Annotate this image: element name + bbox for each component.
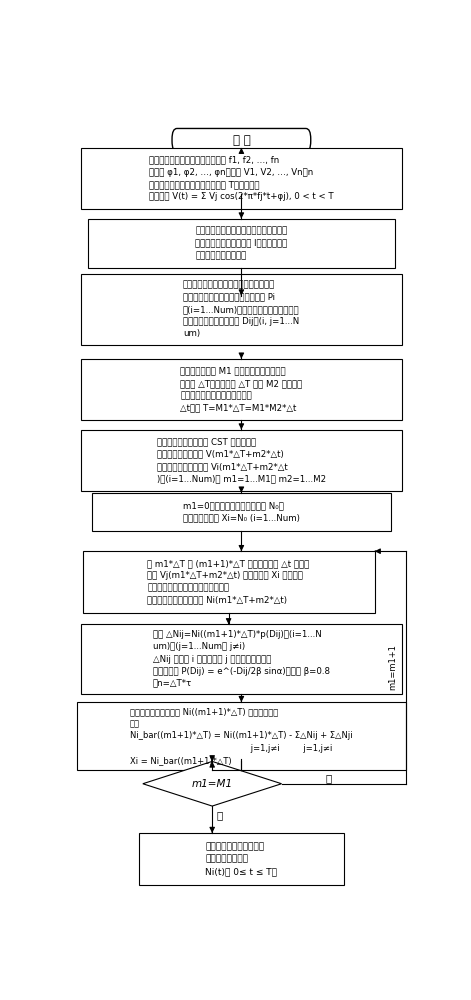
Bar [139, 833, 344, 885]
Text: m1=m1+1: m1=m1+1 [389, 644, 398, 690]
Text: 对每个区域的电子数目 Ni((m1+1)*△T) 进行重新分配
获得
Ni_bar((m1+1)*△T) = Ni((m1+1)*△T) - Σ△Nij + Σ: 对每个区域的电子数目 Ni((m1+1)*△T) 进行重新分配 获得 Ni_ba… [130, 707, 353, 765]
Text: 否: 否 [325, 773, 332, 783]
Bar [81, 430, 402, 491]
Text: m1=0，区域的初始电子数目为 N₀，
仿真初始时刻令 Xi=N₀ (i=1...Num): m1=0，区域的初始电子数目为 N₀， 仿真初始时刻令 Xi=N₀ (i=1..… [183, 501, 300, 523]
Text: 通过通用电磁仿真软件 CST 或解析计算
获得微波部件对应于 V(m1*△T+m2*△t)
时每个区域的平均电压 Vi(m1*△T+m2*△t
)，(i=1..: 通过通用电磁仿真软件 CST 或解析计算 获得微波部件对应于 V(m1*△T+m… [157, 438, 326, 483]
Text: 是: 是 [216, 810, 223, 820]
Text: 在 m1*△T 到 (m1+1)*△T 时间段内，以 △t 为步长
；以 Vj(m1*△T+m2*△t) 为激励，以 Xi 为初始电
子数目，采用二次电子概率统: 在 m1*△T 到 (m1+1)*△T 时间段内，以 △t 为步长 ；以 Vj(… [147, 559, 310, 605]
FancyBboxPatch shape [172, 128, 311, 152]
Bar [92, 493, 391, 531]
Text: 在与外加电场垂直的方向对待分析的微波
部件横截面进行等分，每个区域记为 Pi
，(i=1...Num)，在扩散方向上，任意两个
区域中心之间的距离记为 Dij，: 在与外加电场垂直的方向对待分析的微波 部件横截面进行等分，每个区域记为 Pi ，… [183, 281, 300, 338]
Polygon shape [143, 761, 282, 806]
Bar [81, 148, 402, 209]
Text: 对仿真时间进行 M1 等分，时间长度记为扩
散步长 △T，把每一个 △T 进行 M2 等分，等
分后的时间步长记为累计步长为
△t，即 T=M1*△T=M1*M: 对仿真时间进行 M1 等分，时间长度记为扩 散步长 △T，把每一个 △T 进行 … [180, 367, 302, 412]
Bar [82, 551, 374, 613]
Text: m1=M1: m1=M1 [192, 779, 233, 789]
Bar [88, 219, 395, 268]
Text: 开 始: 开 始 [233, 134, 250, 147]
Bar [81, 274, 402, 345]
Bar [81, 359, 402, 420]
Text: 结束计算，获得电子数目
随时间的变化曲线
Ni(t)， 0≤ t ≤ T。: 结束计算，获得电子数目 随时间的变化曲线 Ni(t)， 0≤ t ≤ T。 [205, 843, 277, 876]
Bar [77, 702, 406, 770]
Text: 确定待分析的激励信号，载波频率 f1, f2, …, fn
，相位 φ1, φ2, …, φn，幅値 V1, V2, …, Vn，n
为载波路数；确定仿真的时间: 确定待分析的激励信号，载波频率 f1, f2, …, fn ，相位 φ1, φ2… [149, 156, 333, 201]
Text: 计算 △Nij=Ni((m1+1)*△T)*p(Dij)，(i=1...N
um)，(j=1...Num， j≠i)
△Nij 代表第 i 个区域向第 j 个区: 计算 △Nij=Ni((m1+1)*△T)*p(Dij)，(i=1...N um… [153, 630, 330, 688]
Bar [81, 624, 402, 694]
Text: 确定器件结构，待分析微波部件发生微放
电的上下极板之间距离为 l，设定器件表
面的二次电子发射特性: 确定器件结构，待分析微波部件发生微放 电的上下极板之间距离为 l，设定器件表 面… [195, 227, 287, 260]
